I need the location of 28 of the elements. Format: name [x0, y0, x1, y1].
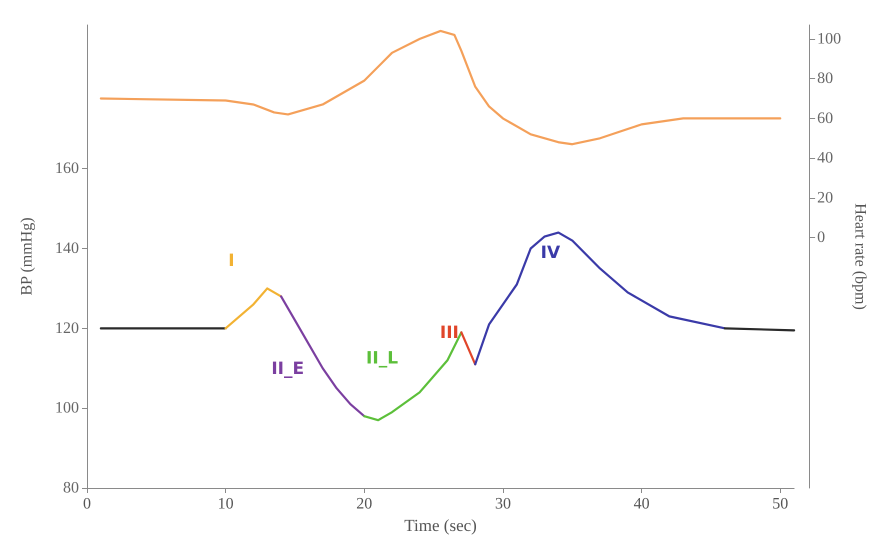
y-tick-label: 100 [55, 400, 79, 417]
x-tick-label: 30 [494, 496, 511, 512]
x-tick-label: 0 [83, 496, 91, 512]
y2-tick-label: 80 [817, 70, 834, 88]
y2-tick-label: 40 [817, 150, 834, 167]
y2-tick-label: 0 [817, 229, 826, 246]
series-label: II_L [366, 348, 398, 369]
y-tick-label: 80 [63, 480, 79, 496]
y2-tick-label: 100 [817, 30, 842, 48]
line-series [474, 231, 726, 366]
x-axis-title: Time (sec) [404, 516, 477, 535]
series-label: II_E [271, 358, 304, 379]
x-tick-label: 10 [218, 496, 234, 512]
text: I [228, 250, 235, 271]
y-tick-label: 120 [55, 320, 79, 337]
y2-tick-label: 20 [817, 189, 834, 206]
y-tick-label: 140 [55, 240, 79, 258]
line-series [100, 30, 782, 146]
line-series [224, 287, 282, 330]
series-label: IV [540, 243, 561, 264]
x-tick-label: 50 [772, 496, 788, 512]
x-tick-label: 40 [634, 496, 650, 512]
x-tick-label: 20 [356, 496, 372, 512]
y-tick-label: 160 [55, 160, 79, 178]
series-label: III [440, 322, 459, 343]
y-axis-title: BP (mmHg) [18, 217, 36, 296]
y2-axis-title: Heart rate (bpm) [852, 203, 868, 310]
y2-tick-label: 60 [817, 110, 834, 127]
